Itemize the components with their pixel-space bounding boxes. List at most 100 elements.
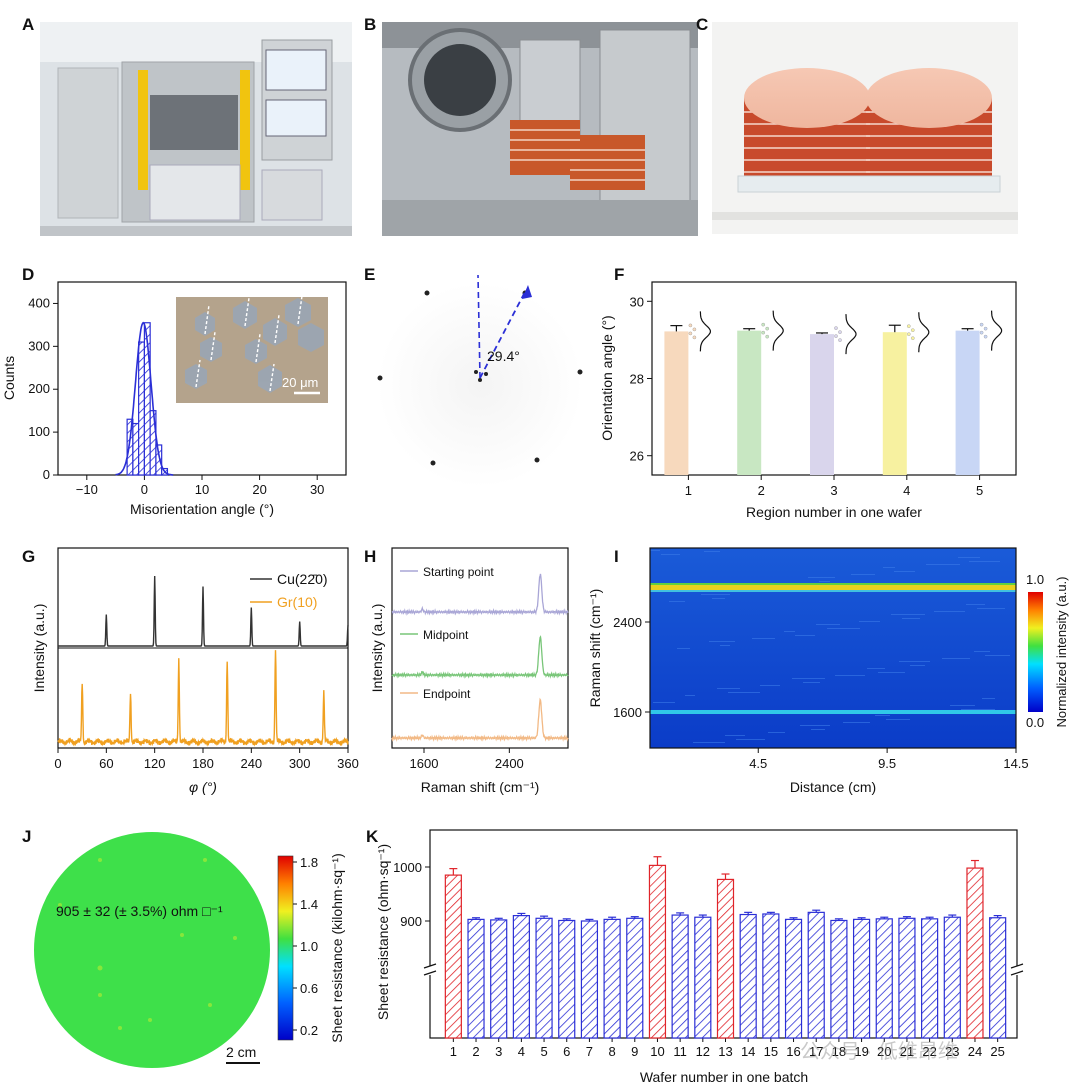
i-noise-streak	[910, 665, 925, 666]
d-y-tick-label: 0	[43, 467, 50, 482]
h-x-tick-label: 2400	[495, 756, 524, 771]
k-x-tick-label: 2	[472, 1044, 479, 1059]
d-bar	[143, 322, 151, 476]
f-distribution-curve	[699, 311, 712, 352]
f-y-tick-label: 28	[630, 372, 644, 387]
f-data-point	[765, 334, 770, 339]
i-2d-band	[650, 585, 1016, 590]
k-bar	[852, 918, 871, 1039]
e-reference-line	[477, 274, 481, 379]
f-x-tick-label: 3	[830, 483, 837, 498]
i-y-tick-label: 1600	[613, 705, 642, 720]
k-x-tick-label: 9	[631, 1044, 638, 1059]
panel-label-h: H	[364, 547, 376, 566]
d-xlabel: Misorientation angle (°)	[130, 501, 274, 517]
i-colorbar-min: 0.0	[1026, 715, 1044, 730]
k-bar	[807, 911, 825, 1039]
k-x-tick-label: 25	[990, 1044, 1004, 1059]
f-data-point	[692, 327, 697, 332]
k-bar	[739, 913, 757, 1039]
i-noise-streak	[800, 725, 830, 726]
i-noise-streak	[894, 571, 915, 572]
f-data-point	[761, 322, 766, 327]
h-legend-end: Endpoint	[423, 687, 471, 701]
h-legend-mid: Midpoint	[423, 628, 469, 642]
i-noise-streak	[693, 742, 725, 743]
e-spot	[534, 457, 540, 463]
k-bar	[512, 914, 530, 1039]
k-bar	[989, 917, 1007, 1039]
chart-h-raman-spectra: Starting point Midpoint Endpoint 1600 240…	[369, 547, 569, 795]
g-legend-cu: Cu(22̄0)	[277, 571, 328, 587]
k-x-tick-label: 1	[450, 1044, 457, 1059]
f-data-point	[907, 332, 911, 336]
chart-j-sheet-resistance-map: 905 ± 32 (± 3.5%) ohm □⁻¹ 2 cm 1.8 1.4 1.0…	[34, 832, 345, 1068]
g-cu-series-line	[58, 575, 349, 647]
k-y-tick-label: 900	[400, 914, 422, 929]
e-spot	[474, 370, 478, 374]
d-x-tick-label: 30	[310, 482, 324, 497]
d-x-tick-label: 20	[252, 482, 266, 497]
panel-label-k: K	[366, 827, 379, 846]
i-x-tick-label: 9.5	[878, 756, 896, 771]
i-heatmap	[650, 548, 1016, 748]
e-spot	[577, 369, 583, 375]
e-spot	[478, 378, 482, 382]
photo-c-wafer-stacks	[712, 22, 1018, 234]
panel-label-f: F	[614, 265, 624, 284]
k-bar	[921, 918, 939, 1039]
g-x-tick-label: 240	[240, 756, 262, 771]
j-colorbar-tick-label: 0.6	[300, 981, 318, 996]
i-colorbar	[1028, 592, 1043, 712]
i-noise-streak	[669, 601, 685, 602]
g-x-tick-label: 60	[99, 756, 113, 771]
h-end-spectrum	[391, 697, 569, 742]
i-noise-streak	[768, 732, 785, 733]
f-data-point	[838, 338, 842, 342]
k-xlabel: Wafer number in one batch	[640, 1069, 808, 1085]
d-y-tick-label: 300	[28, 338, 50, 353]
f-distribution-curve	[991, 310, 1003, 351]
k-x-tick-label: 21	[900, 1044, 914, 1059]
k-bar	[966, 867, 984, 1039]
f-y-tick-label: 30	[630, 294, 644, 309]
panel-label-j: J	[22, 827, 31, 846]
f-bar	[882, 332, 907, 475]
i-noise-streak	[709, 641, 735, 642]
e-spot	[424, 290, 430, 296]
d-inset-scale-label: 20 μm	[282, 375, 318, 390]
i-noise-streak	[717, 688, 740, 689]
i-noise-streak	[875, 715, 890, 716]
k-x-tick-label: 5	[540, 1044, 547, 1059]
f-distribution-curve	[918, 312, 930, 353]
i-noise-streak	[752, 638, 775, 639]
i-noise-streak	[950, 705, 975, 706]
k-x-tick-label: 15	[764, 1044, 778, 1059]
k-y-tick-label: 1000	[393, 860, 422, 875]
f-bar	[810, 334, 834, 475]
i-noise-streak	[867, 668, 885, 669]
k-axis-break	[423, 963, 1024, 976]
d-y-tick-label: 100	[28, 424, 50, 439]
panel-label-e: E	[364, 265, 375, 284]
h-mid-spectrum	[391, 635, 569, 679]
panel-label-c: C	[696, 15, 708, 34]
j-wafer-map	[34, 832, 270, 1068]
k-x-tick-label: 11	[673, 1044, 687, 1059]
k-bar	[467, 918, 485, 1039]
i-noise-streak	[795, 635, 815, 636]
e-angle-label: 29.4°	[487, 348, 520, 364]
h-xlabel: Raman shift (cm⁻¹)	[421, 779, 540, 795]
i-noise-streak	[883, 567, 895, 568]
d-x-tick-label: 0	[141, 482, 148, 497]
g-legend-gr: Gr(10)	[277, 594, 317, 610]
f-data-point	[979, 322, 984, 327]
i-noise-streak	[934, 611, 965, 612]
i-noise-streak	[843, 722, 870, 723]
f-data-point	[979, 330, 984, 335]
i-noise-streak	[816, 624, 840, 625]
k-bar	[830, 919, 848, 1039]
k-bar	[580, 920, 599, 1039]
panel-label-i: I	[614, 547, 619, 566]
